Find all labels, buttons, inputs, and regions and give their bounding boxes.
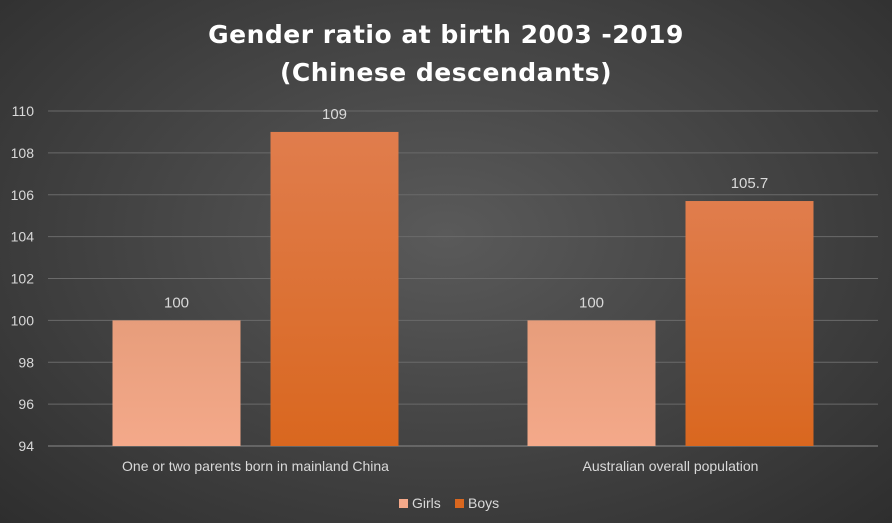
y-tick-label: 100 — [11, 312, 35, 328]
y-tick-label: 96 — [18, 396, 34, 412]
legend-label-girls: Girls — [412, 495, 441, 511]
y-tick-label: 98 — [18, 354, 34, 370]
legend: Girls Boys — [399, 495, 499, 511]
data-labels: 100 109 100 105.7 — [164, 106, 768, 311]
legend-swatch-girls — [399, 499, 408, 508]
data-label: 100 — [164, 294, 189, 311]
data-label: 105.7 — [731, 175, 769, 192]
y-tick-label: 106 — [11, 187, 35, 203]
bar-boys — [685, 201, 814, 446]
bar-boys — [270, 131, 399, 446]
y-tick-label: 94 — [18, 438, 34, 454]
y-tick-label: 108 — [11, 145, 35, 161]
y-tick-label: 104 — [11, 229, 35, 245]
data-label: 100 — [579, 294, 604, 311]
legend-swatch-boys — [455, 499, 464, 508]
y-tick-label: 110 — [12, 103, 35, 119]
bar-girls — [527, 320, 656, 446]
data-label: 109 — [322, 106, 347, 123]
chart-title-line-1: Gender ratio at birth 2003 -2019 — [208, 20, 684, 49]
category-label: Australian overall population — [583, 458, 759, 474]
bar-girls — [112, 320, 241, 446]
chart-title-line-2: (Chinese descendants) — [280, 58, 612, 87]
chart-title: Gender ratio at birth 2003 -2019 (Chines… — [208, 20, 684, 87]
category-label: One or two parents born in mainland Chin… — [122, 458, 389, 474]
y-axis-tick-labels: 94 96 98 100 102 104 106 108 110 — [11, 103, 35, 454]
bars — [112, 131, 814, 446]
x-axis-category-labels: One or two parents born in mainland Chin… — [122, 458, 758, 474]
legend-label-boys: Boys — [468, 495, 499, 511]
y-tick-label: 102 — [11, 271, 35, 287]
